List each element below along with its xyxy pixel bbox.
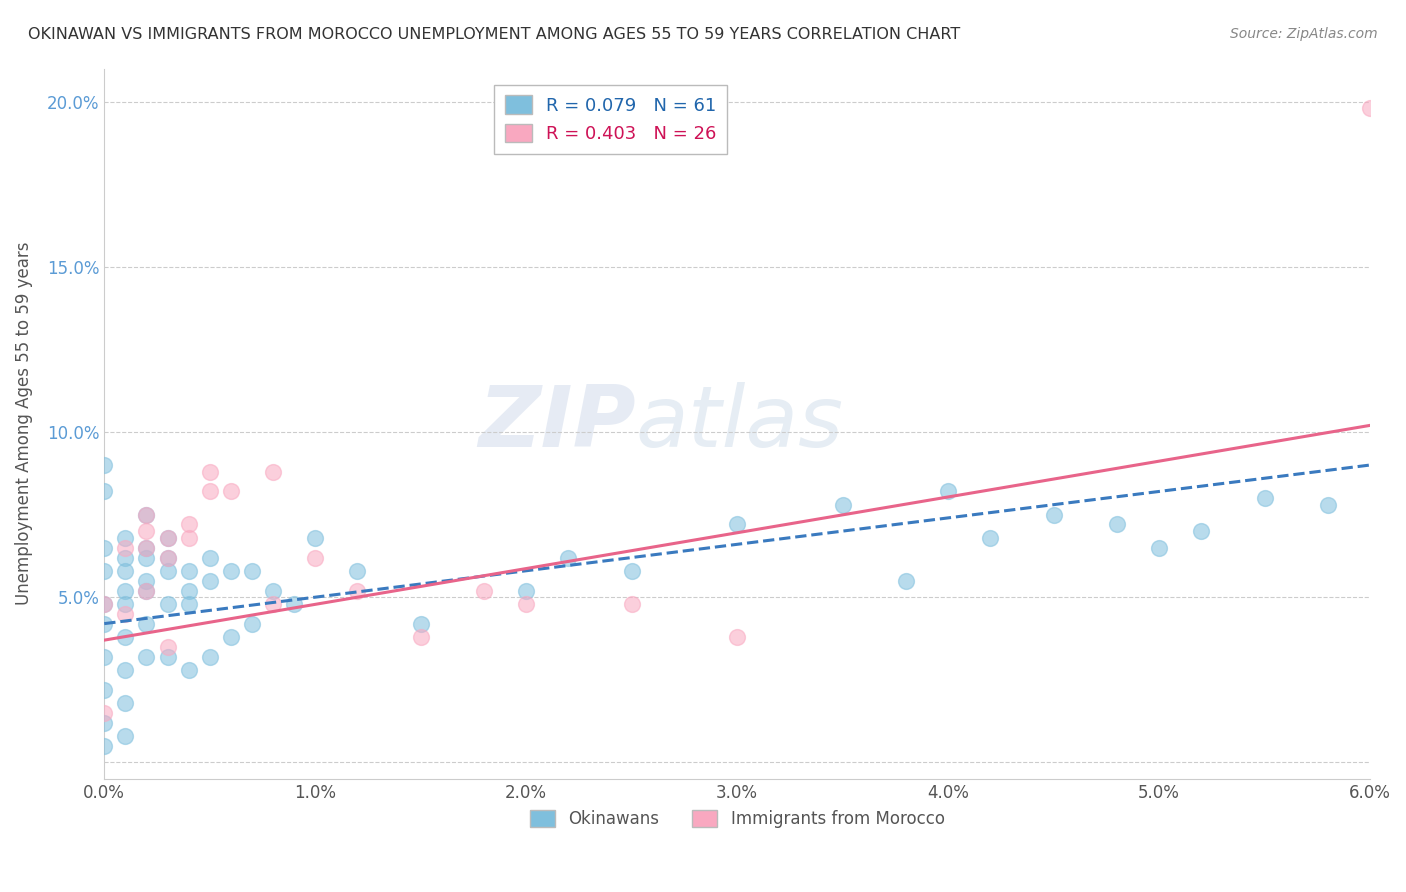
Point xyxy=(177,583,200,598)
Point xyxy=(93,715,115,730)
Point xyxy=(472,583,495,598)
Point xyxy=(93,682,115,697)
Point xyxy=(1358,101,1381,115)
Point xyxy=(409,616,432,631)
Point xyxy=(198,465,221,479)
Point xyxy=(346,583,368,598)
Point xyxy=(198,484,221,499)
Point xyxy=(409,630,432,644)
Point xyxy=(114,597,136,611)
Point xyxy=(304,531,326,545)
Point xyxy=(304,550,326,565)
Point xyxy=(557,550,579,565)
Point xyxy=(114,564,136,578)
Point xyxy=(1253,491,1275,505)
Point xyxy=(135,574,157,588)
Point xyxy=(114,607,136,621)
Point xyxy=(156,531,179,545)
Point xyxy=(114,729,136,743)
Point xyxy=(135,541,157,555)
Point xyxy=(198,649,221,664)
Text: OKINAWAN VS IMMIGRANTS FROM MOROCCO UNEMPLOYMENT AMONG AGES 55 TO 59 YEARS CORRE: OKINAWAN VS IMMIGRANTS FROM MOROCCO UNEM… xyxy=(28,27,960,42)
Point xyxy=(831,498,853,512)
Point xyxy=(135,550,157,565)
Point xyxy=(114,531,136,545)
Point xyxy=(156,550,179,565)
Point xyxy=(1189,524,1212,538)
Point xyxy=(156,550,179,565)
Point xyxy=(515,597,537,611)
Point xyxy=(219,630,242,644)
Point xyxy=(219,564,242,578)
Point xyxy=(114,630,136,644)
Point xyxy=(93,564,115,578)
Point xyxy=(620,597,643,611)
Point xyxy=(93,484,115,499)
Point xyxy=(177,564,200,578)
Point xyxy=(1042,508,1064,522)
Point xyxy=(515,583,537,598)
Point xyxy=(93,616,115,631)
Point xyxy=(156,640,179,654)
Point xyxy=(135,508,157,522)
Point xyxy=(1105,517,1128,532)
Point xyxy=(114,696,136,710)
Text: Source: ZipAtlas.com: Source: ZipAtlas.com xyxy=(1230,27,1378,41)
Point xyxy=(114,583,136,598)
Point xyxy=(135,649,157,664)
Point xyxy=(894,574,917,588)
Point xyxy=(198,574,221,588)
Point xyxy=(725,517,748,532)
Point xyxy=(135,524,157,538)
Point xyxy=(156,649,179,664)
Point xyxy=(156,564,179,578)
Point xyxy=(1147,541,1170,555)
Point xyxy=(135,508,157,522)
Point xyxy=(93,739,115,753)
Point xyxy=(725,630,748,644)
Point xyxy=(620,564,643,578)
Point xyxy=(156,597,179,611)
Point xyxy=(93,458,115,472)
Point xyxy=(240,616,263,631)
Point xyxy=(346,564,368,578)
Point xyxy=(135,583,157,598)
Point xyxy=(1316,498,1339,512)
Point xyxy=(135,583,157,598)
Point xyxy=(93,597,115,611)
Point xyxy=(114,541,136,555)
Point xyxy=(135,616,157,631)
Point xyxy=(979,531,1001,545)
Point xyxy=(93,541,115,555)
Point xyxy=(240,564,263,578)
Point xyxy=(262,597,284,611)
Point xyxy=(198,550,221,565)
Point xyxy=(93,597,115,611)
Point xyxy=(936,484,959,499)
Point xyxy=(93,649,115,664)
Point xyxy=(114,663,136,677)
Point xyxy=(114,550,136,565)
Point xyxy=(219,484,242,499)
Point xyxy=(177,663,200,677)
Text: atlas: atlas xyxy=(636,382,844,466)
Point xyxy=(262,583,284,598)
Point xyxy=(135,541,157,555)
Legend: Okinawans, Immigrants from Morocco: Okinawans, Immigrants from Morocco xyxy=(523,803,952,835)
Point xyxy=(156,531,179,545)
Point xyxy=(177,597,200,611)
Point xyxy=(93,706,115,720)
Y-axis label: Unemployment Among Ages 55 to 59 years: Unemployment Among Ages 55 to 59 years xyxy=(15,242,32,606)
Point xyxy=(283,597,305,611)
Point xyxy=(177,517,200,532)
Point xyxy=(177,531,200,545)
Text: ZIP: ZIP xyxy=(478,382,636,466)
Point xyxy=(262,465,284,479)
